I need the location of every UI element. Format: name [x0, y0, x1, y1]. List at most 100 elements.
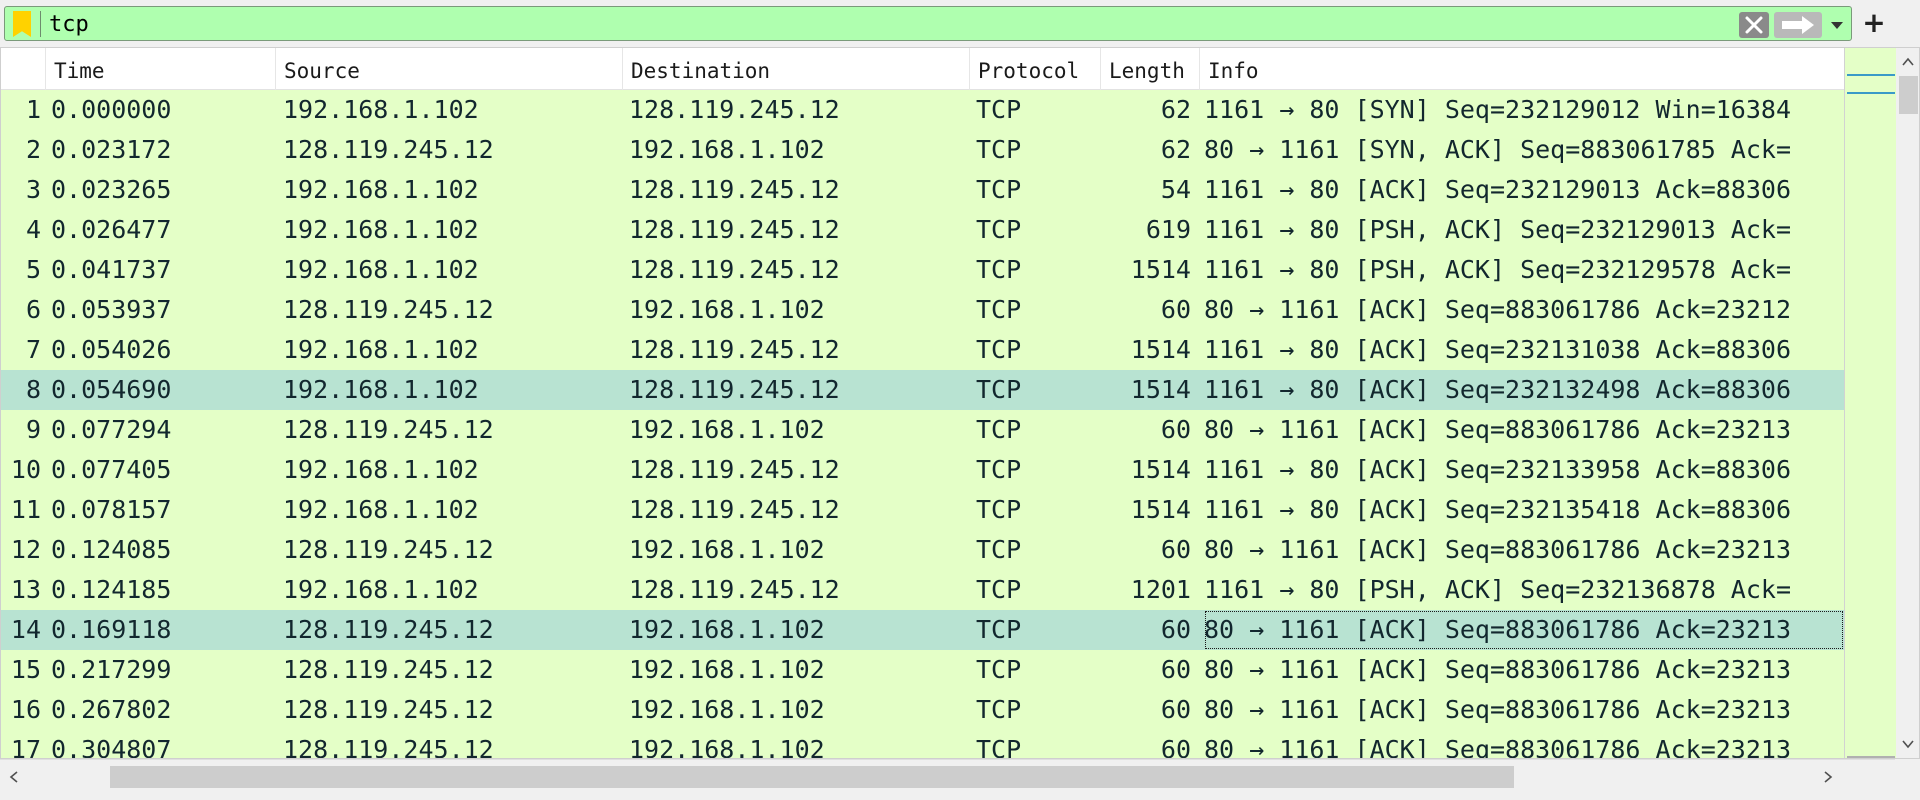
packet-list[interactable]: Time Source Destination Protocol Length … [0, 47, 1920, 759]
bookmark-icon[interactable] [13, 11, 31, 37]
plus-icon[interactable]: + [1862, 6, 1886, 39]
packet-row[interactable]: 3 0.023265 192.168.1.102 128.119.245.12 TCP 5… [1, 170, 1844, 210]
packet-source: 128.119.245.12 [283, 295, 494, 324]
packet-destination: 192.168.1.102 [629, 615, 825, 644]
packet-row[interactable]: 11 0.078157 192.168.1.102 128.119.245.12 TCP… [1, 490, 1844, 530]
packet-minimap[interactable] [1844, 48, 1896, 758]
packet-length: 619 [1145, 215, 1191, 244]
packet-time: 0.124185 [51, 575, 172, 604]
packet-destination: 192.168.1.102 [629, 135, 825, 164]
packet-info: 1161 → 80 [ACK] Seq=232129013 Ack=88306 [1204, 175, 1791, 204]
packet-time: 0.077405 [51, 455, 172, 484]
packet-protocol: TCP [976, 735, 1022, 759]
vertical-scroll-thumb[interactable] [1899, 76, 1918, 114]
packet-time: 0.053937 [51, 295, 172, 324]
packet-destination: 192.168.1.102 [629, 535, 825, 564]
packet-time: 0.124085 [51, 535, 172, 564]
display-filter-box[interactable] [4, 6, 1852, 41]
packet-length: 1514 [1130, 335, 1191, 364]
packet-protocol: TCP [976, 375, 1022, 404]
packet-row[interactable]: 5 0.041737 192.168.1.102 128.119.245.12 TCP 1… [1, 250, 1844, 290]
packet-number: 11 [10, 495, 41, 524]
packet-row[interactable]: 4 0.026477 192.168.1.102 128.119.245.12 TCP 6… [1, 210, 1844, 250]
packet-length: 60 [1160, 535, 1191, 564]
column-header-protocol[interactable]: Protocol [970, 48, 1101, 90]
packet-number: 17 [10, 735, 41, 759]
packet-number: 12 [10, 535, 41, 564]
packet-row[interactable]: 10 0.077405 192.168.1.102 128.119.245.12 TCP… [1, 450, 1844, 490]
chevron-right-icon[interactable] [1818, 767, 1838, 787]
display-filter-input[interactable] [49, 9, 1729, 39]
packet-length: 62 [1160, 95, 1191, 124]
packet-time: 0.054026 [51, 335, 172, 364]
packet-time: 0.169118 [51, 615, 172, 644]
vertical-scrollbar[interactable] [1896, 48, 1919, 758]
chevron-down-icon[interactable] [1898, 734, 1918, 754]
display-filter-toolbar: + [0, 0, 1920, 47]
column-header-source[interactable]: Source [276, 48, 623, 90]
packet-destination: 128.119.245.12 [629, 335, 840, 364]
packet-info: 1161 → 80 [PSH, ACK] Seq=232136878 Ack= [1204, 575, 1791, 604]
packet-row[interactable]: 15 0.217299 128.119.245.12 192.168.1.102 TCP… [1, 650, 1844, 690]
column-header-no[interactable] [1, 48, 46, 90]
packet-source: 192.168.1.102 [283, 215, 479, 244]
clear-icon[interactable] [1739, 12, 1769, 38]
packet-number: 16 [10, 695, 41, 724]
packet-row[interactable]: 2 0.023172 128.119.245.12 192.168.1.102 TCP 6… [1, 130, 1844, 170]
packet-length: 1514 [1130, 255, 1191, 284]
packet-time: 0.078157 [51, 495, 172, 524]
packet-row[interactable]: 9 0.077294 128.119.245.12 192.168.1.102 TCP 6… [1, 410, 1844, 450]
packet-destination: 192.168.1.102 [629, 735, 825, 759]
packet-length: 1201 [1130, 575, 1191, 604]
packet-source: 192.168.1.102 [283, 255, 479, 284]
packet-row[interactable]: 17 0.304807 128.119.245.12 192.168.1.102 TCP… [1, 730, 1844, 759]
packet-destination: 128.119.245.12 [629, 255, 840, 284]
packet-source: 128.119.245.12 [283, 535, 494, 564]
apply-arrow-icon[interactable] [1774, 12, 1822, 38]
column-header-length[interactable]: Length [1101, 48, 1200, 90]
packet-row[interactable]: 6 0.053937 128.119.245.12 192.168.1.102 TCP 6… [1, 290, 1844, 330]
column-header-info[interactable]: Info [1208, 59, 1259, 83]
column-header-time[interactable]: Time [46, 48, 276, 90]
packet-row[interactable]: 16 0.267802 128.119.245.12 192.168.1.102 TCP… [1, 690, 1844, 730]
packet-time: 0.023265 [51, 175, 172, 204]
packet-info: 1161 → 80 [ACK] Seq=232131038 Ack=88306 [1204, 335, 1791, 364]
packet-destination: 128.119.245.12 [629, 175, 840, 204]
packet-time: 0.026477 [51, 215, 172, 244]
packet-info: 1161 → 80 [ACK] Seq=232135418 Ack=88306 [1204, 495, 1791, 524]
packet-source: 128.119.245.12 [283, 415, 494, 444]
horizontal-scroll-thumb[interactable] [110, 766, 1514, 788]
packet-protocol: TCP [976, 455, 1022, 484]
packet-protocol: TCP [976, 215, 1022, 244]
packet-row[interactable]: 7 0.054026 192.168.1.102 128.119.245.12 TCP 1… [1, 330, 1844, 370]
packet-info: 1161 → 80 [PSH, ACK] Seq=232129578 Ack= [1204, 255, 1791, 284]
packet-row[interactable]: 13 0.124185 192.168.1.102 128.119.245.12 TCP… [1, 570, 1844, 610]
chevron-up-icon[interactable] [1898, 52, 1918, 72]
packet-number: 14 [10, 615, 41, 644]
chevron-down-icon[interactable] [1827, 17, 1847, 33]
packet-time: 0.054690 [51, 375, 172, 404]
minimap-marker [1847, 92, 1895, 94]
packet-row[interactable]: 8 0.054690 192.168.1.102 128.119.245.12 TCP 1… [1, 370, 1844, 410]
packet-length: 60 [1160, 735, 1191, 759]
minimap-marker [1847, 74, 1895, 76]
packet-info: 80 → 1161 [ACK] Seq=883061786 Ack=23213 [1204, 415, 1791, 444]
packet-source: 192.168.1.102 [283, 175, 479, 204]
packet-protocol: TCP [976, 175, 1022, 204]
packet-source: 192.168.1.102 [283, 495, 479, 524]
chevron-left-icon[interactable] [4, 767, 24, 787]
packet-number: 8 [25, 375, 41, 404]
packet-protocol: TCP [976, 415, 1022, 444]
packet-info: 1161 → 80 [PSH, ACK] Seq=232129013 Ack= [1204, 215, 1791, 244]
packet-row[interactable]: 14 0.169118 128.119.245.12 192.168.1.102 TCP… [1, 610, 1844, 650]
packet-number: 1 [25, 95, 41, 124]
packet-length: 1514 [1130, 495, 1191, 524]
packet-row[interactable]: 1 0.000000 192.168.1.102 128.119.245.12 TCP 6… [1, 90, 1844, 130]
packet-row[interactable]: 12 0.124085 128.119.245.12 192.168.1.102 TCP… [1, 530, 1844, 570]
packet-source: 128.119.245.12 [283, 135, 494, 164]
packet-number: 15 [10, 655, 41, 684]
packet-protocol: TCP [976, 335, 1022, 364]
packet-destination: 128.119.245.12 [629, 95, 840, 124]
column-header-destination[interactable]: Destination [623, 48, 970, 90]
horizontal-scrollbar[interactable] [0, 759, 1895, 794]
